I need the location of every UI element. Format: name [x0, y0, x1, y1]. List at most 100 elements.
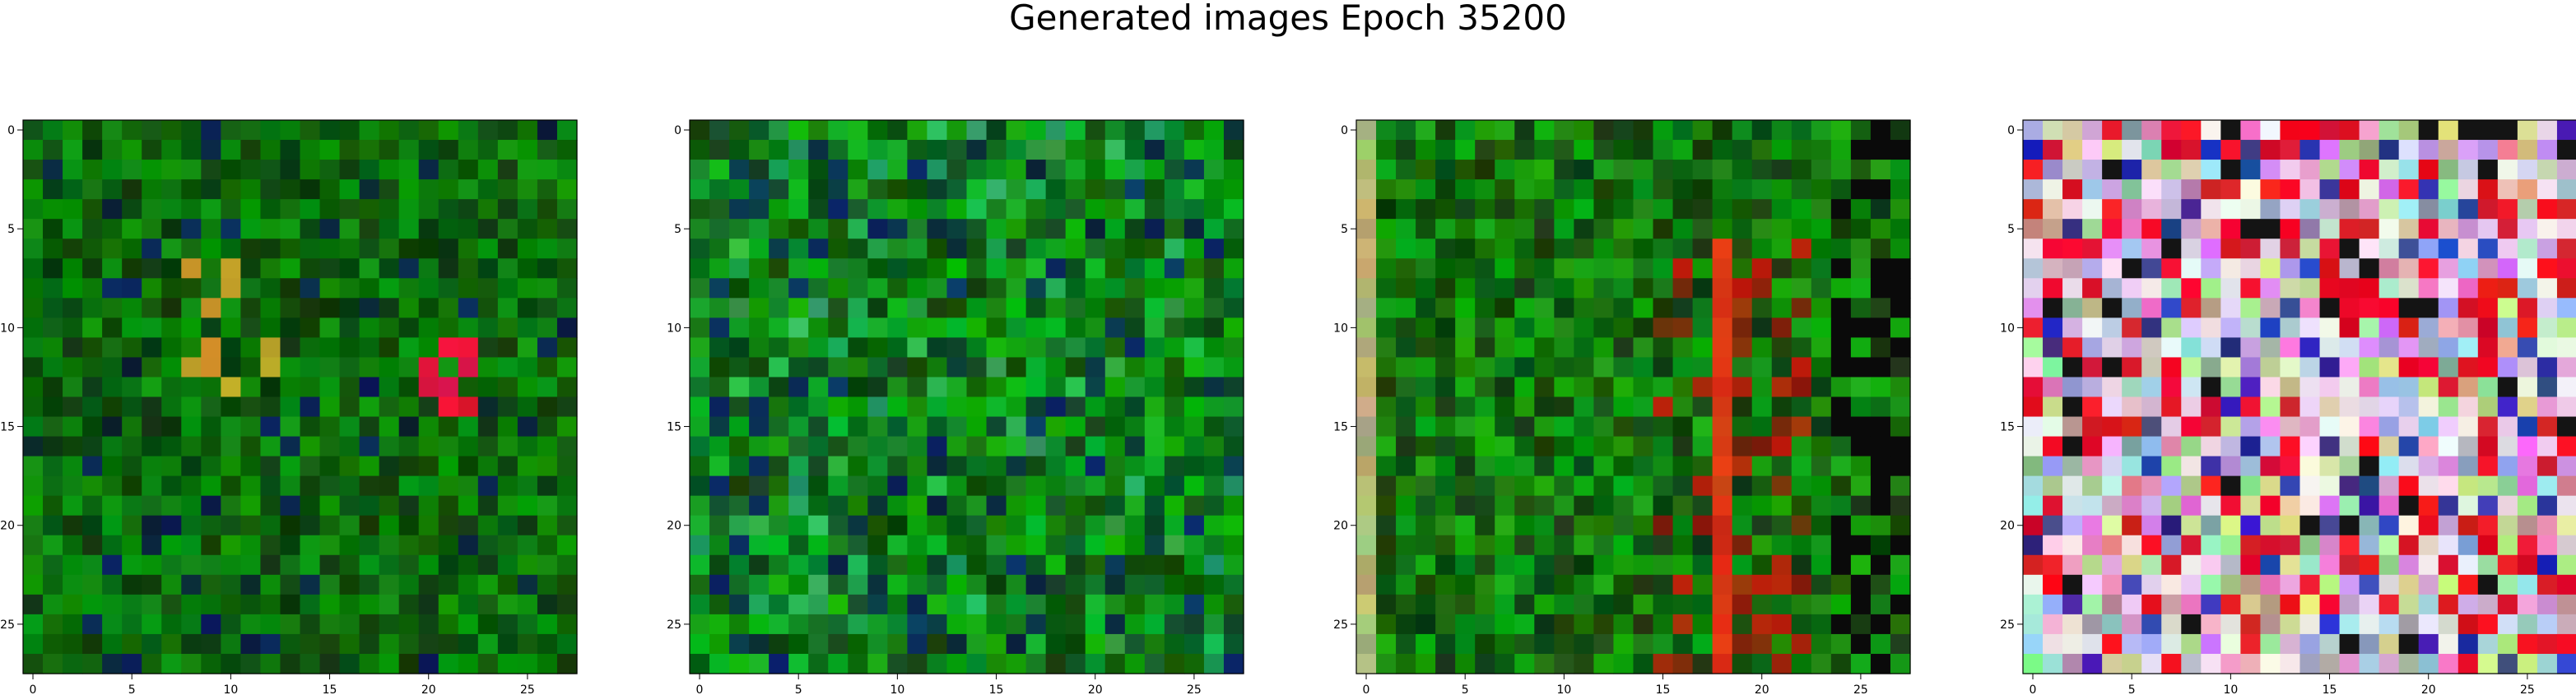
- pixel-cell: [2260, 633, 2281, 655]
- pixel-cell: [2477, 416, 2499, 438]
- pixel-cell: [418, 298, 439, 318]
- pixel-cell: [1830, 653, 1852, 674]
- pixel-cell: [1006, 653, 1027, 674]
- pixel-cell: [2141, 258, 2162, 279]
- pixel-cell: [2517, 199, 2538, 220]
- pixel-cell: [1633, 594, 1654, 615]
- pixel-cell: [729, 258, 750, 279]
- pixel-cell: [2319, 495, 2341, 517]
- pixel-cell: [1653, 298, 1674, 318]
- pixel-cell: [1751, 396, 1773, 418]
- pixel-cell: [2398, 258, 2420, 279]
- pixel-cell: [2280, 396, 2301, 418]
- pixel-cell: [1653, 120, 1674, 141]
- pixel-cell: [1771, 337, 1793, 359]
- pixel-cell: [339, 633, 360, 655]
- pixel-cell: [1712, 219, 1733, 239]
- pixel-cell: [23, 179, 44, 200]
- pixel-cell: [828, 160, 849, 180]
- pixel-cell: [2517, 377, 2538, 398]
- pixel-cell: [1183, 199, 1205, 220]
- pixel-cell: [1085, 456, 1106, 477]
- pixel-cell: [2517, 614, 2538, 635]
- pixel-cell: [1672, 475, 1694, 497]
- pixel-cell: [2023, 436, 2044, 457]
- pixel-cell: [1791, 633, 1812, 655]
- pixel-cell: [848, 574, 868, 595]
- pixel-cell: [1164, 239, 1185, 259]
- pixel-cell: [1065, 160, 1086, 180]
- pixel-cell: [2201, 160, 2221, 180]
- pixel-cell: [848, 495, 868, 517]
- pixel-cell: [102, 278, 123, 299]
- pixel-cell: [1672, 317, 1694, 338]
- pixel-cell: [2536, 317, 2558, 338]
- pixel-cell: [181, 495, 202, 517]
- pixel-cell: [788, 633, 809, 655]
- pixel-cell: [2280, 416, 2301, 438]
- pixel-cell: [2517, 653, 2538, 674]
- pixel-cell: [986, 140, 1007, 160]
- pixel-cell: [260, 594, 281, 615]
- pixel-cell: [1376, 278, 1397, 299]
- pixel-cell: [1514, 258, 1535, 279]
- pixel-cell: [497, 614, 518, 635]
- pixel-cell: [1692, 258, 1713, 279]
- pixel-cell: [122, 633, 142, 655]
- pixel-cell: [2220, 495, 2241, 517]
- pixel-cell: [828, 495, 849, 517]
- pixel-cell: [1791, 436, 1812, 457]
- pixel-cell: [1144, 614, 1165, 635]
- pixel-cell: [458, 456, 479, 477]
- pixel-cell: [1376, 258, 1397, 279]
- pixel-cell: [2339, 298, 2360, 318]
- pixel-cell: [2082, 456, 2103, 477]
- pixel-cell: [477, 436, 499, 457]
- pixel-cell: [2122, 337, 2142, 359]
- pixel-cell: [221, 574, 241, 595]
- pixel-cell: [1534, 140, 1555, 160]
- pixel-cell: [729, 377, 750, 398]
- pixel-cell: [2102, 614, 2123, 635]
- pixel-cell: [788, 416, 809, 438]
- pixel-cell: [181, 317, 202, 338]
- pixel-cell: [927, 337, 948, 359]
- pixel-cell: [2438, 495, 2459, 517]
- pixel-cell: [1164, 298, 1185, 318]
- pixel-cell: [1791, 219, 1812, 239]
- pixel-cell: [769, 140, 789, 160]
- pixel-cell: [1435, 179, 1456, 200]
- pixel-cell: [2517, 416, 2538, 438]
- pixel-cell: [2102, 317, 2123, 338]
- pixel-cell: [2122, 258, 2142, 279]
- pixel-cell: [1830, 475, 1852, 497]
- pixel-cell: [339, 614, 360, 635]
- pixel-cell: [1771, 278, 1793, 299]
- pixel-cell: [927, 278, 948, 299]
- pixel-cell: [867, 278, 888, 299]
- pixel-cell: [2181, 416, 2202, 438]
- pixel-cell: [946, 239, 968, 259]
- pixel-cell: [2477, 653, 2499, 674]
- pixel-cell: [808, 456, 829, 477]
- pixel-cell: [379, 574, 400, 595]
- pixel-cell: [142, 140, 162, 160]
- pixel-cell: [690, 653, 710, 674]
- pixel-cell: [398, 574, 420, 595]
- pixel-cell: [398, 140, 420, 160]
- pixel-cell: [537, 535, 558, 556]
- pixel-cell: [986, 317, 1007, 338]
- pixel-cell: [1045, 160, 1067, 180]
- pixel-cell: [43, 120, 63, 141]
- pixel-cell: [2023, 535, 2044, 556]
- pixel-cell: [1455, 614, 1476, 635]
- pixel-cell: [808, 554, 829, 576]
- pixel-cell: [2260, 436, 2281, 457]
- pixel-cell: [319, 298, 341, 318]
- pixel-cell: [1653, 633, 1674, 655]
- pixel-cell: [142, 298, 162, 318]
- pixel-cell: [966, 495, 988, 517]
- pixel-cell: [2497, 574, 2518, 595]
- pixel-cell: [1085, 120, 1106, 141]
- pixel-cell: [240, 554, 262, 576]
